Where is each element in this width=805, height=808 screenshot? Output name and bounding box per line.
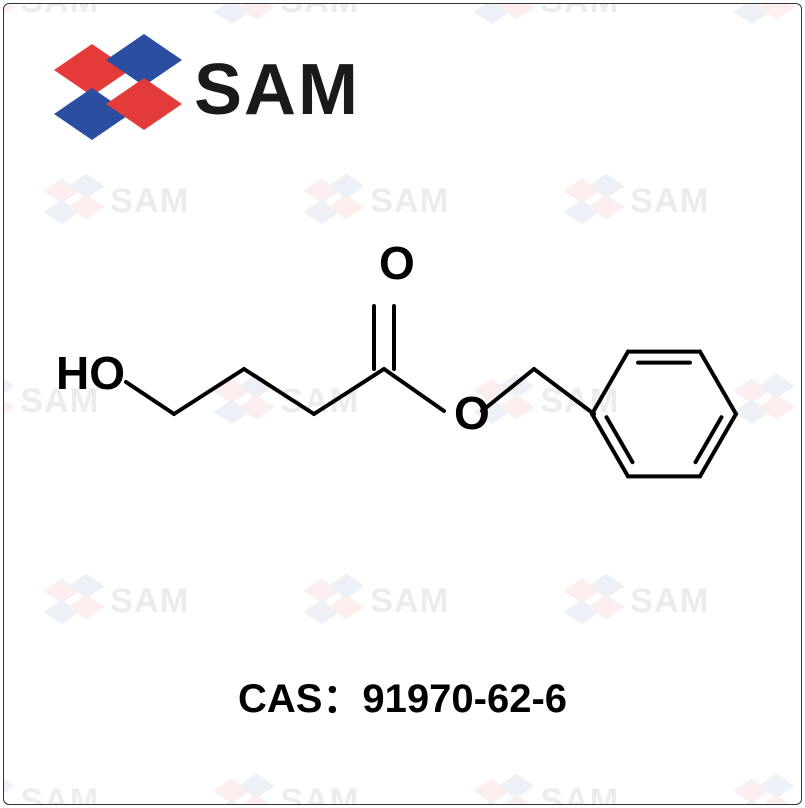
brand-logo-text: SAM <box>800 3 802 20</box>
cas-value: 91970-62-6 <box>362 677 567 721</box>
brand-logo-text: SAM <box>800 382 802 420</box>
watermark-tile: SAM <box>724 764 802 805</box>
watermark-tile: SAM <box>204 764 404 805</box>
brand-logo-text: SAM <box>540 3 619 20</box>
brand-logo-text: SAM <box>20 3 99 20</box>
brand-logo-text: SAM <box>280 782 359 805</box>
atom-label: O <box>454 387 490 439</box>
brand-logo-text: SAM <box>280 3 359 20</box>
brand-logo-text: SAM <box>20 782 99 805</box>
watermark-tile: SAM <box>464 764 664 805</box>
cas-line: CAS：91970-62-6 <box>4 666 801 724</box>
product-card: SAM SAM SAM SAM SAM SAM SAM SAM SAM SA <box>3 3 802 805</box>
atom-label: HO <box>56 347 125 399</box>
watermark-tile: SAM <box>3 764 144 805</box>
brand-logo-text: SAM <box>800 782 802 805</box>
brand-logo-text: SAM <box>540 782 619 805</box>
watermark-tile: SAM <box>724 3 802 34</box>
brand-logo: SAM <box>34 22 454 152</box>
atom-label: O <box>379 237 415 289</box>
watermark-tile: SAM <box>464 3 664 34</box>
cas-label: CAS： <box>238 677 362 721</box>
brand-logo-text: SAM <box>194 50 360 130</box>
chemical-structure: HO O O <box>34 214 774 594</box>
